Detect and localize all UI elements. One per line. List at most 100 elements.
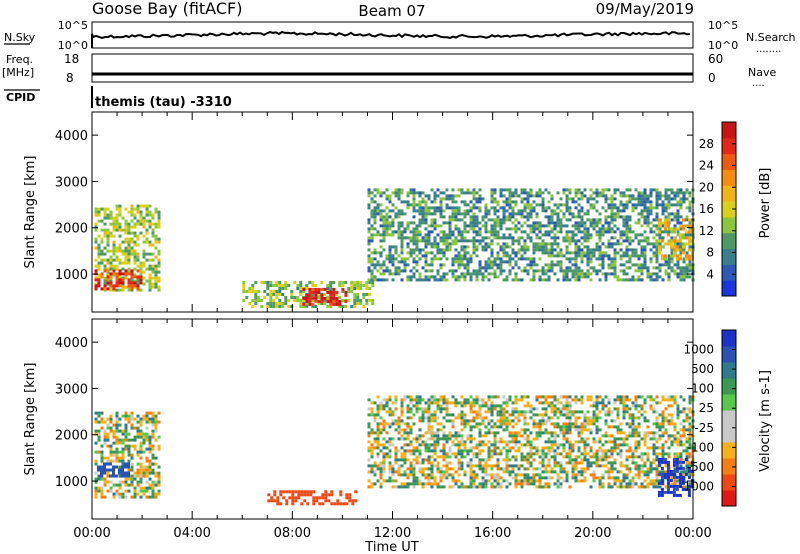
velocity-colorbar-swatch (722, 442, 736, 459)
nave-label: Nave (748, 66, 776, 79)
velocity-echo-region (657, 457, 694, 497)
power-colorbar-swatch (722, 280, 736, 297)
nave-legend-marker: .... (752, 78, 765, 89)
velocity-colorbar-swatch (722, 330, 736, 347)
velocity-echo-region (97, 462, 130, 478)
velocity-colorbar-tick-label: -1000 (679, 479, 714, 493)
noise-legend-marker: ........ (756, 44, 781, 55)
noise-right-label: N.Search (746, 31, 796, 44)
velocity-echo-region (367, 395, 695, 489)
freq-panel: Freq. [MHz] 18 8 60 0 Nave .... (2, 52, 776, 89)
time-tick-label: 12:00 (374, 526, 411, 541)
power-echo-region (94, 269, 143, 291)
power-colorbar-tick-label: 12 (699, 224, 714, 238)
velocity-colorbar-swatch (722, 458, 736, 475)
velocity-colorbar-swatch (722, 394, 736, 411)
power-ytick-label: 4000 (55, 129, 88, 144)
noise-left-label: N.Sky (4, 31, 36, 44)
freq-tick-top-left: 18 (64, 52, 79, 66)
velocity-colorbar-tick-label: 1000 (683, 343, 714, 357)
power-ylabel: Slant Range [km] (23, 156, 38, 269)
power-colorbar-swatch (722, 153, 736, 170)
time-tick-label: 00:00 (73, 526, 110, 541)
freq-panel-frame (91, 53, 694, 83)
power-colorbar: 4 8 12 16 20 24 28 (699, 121, 737, 297)
velocity-colorbar-swatch (722, 474, 736, 491)
velocity-echo-region (267, 490, 358, 506)
cpid-text: themis (tau) -3310 (95, 95, 232, 110)
power-colorbar-tick-label: 24 (699, 159, 714, 173)
noise-panel: N.Sky 10^5 10^0 10^5 10^0 N.Search .....… (4, 19, 796, 55)
velocity-echoes (94, 395, 695, 506)
power-echoes (94, 188, 695, 308)
cpid-label: CPID (6, 91, 35, 104)
power-colorbar-swatch (722, 201, 736, 218)
velocity-colorbar-tick-label: -25 (694, 421, 714, 435)
velocity-colorbar-swatch (722, 410, 736, 427)
power-colorbar-tick-label: 28 (699, 137, 714, 151)
power-axes: 1000 2000 3000 4000 (55, 112, 694, 312)
beam-title: Beam 07 (358, 2, 425, 20)
time-axis: 00:00 04:00 08:00 12:00 16:00 20:00 00:00 (73, 526, 711, 541)
time-tick-label: 00:00 (674, 526, 711, 541)
velocity-colorbar-tick-label: 100 (691, 382, 714, 396)
date-title: 09/May/2019 (596, 0, 694, 18)
time-tick-label: 04:00 (173, 526, 210, 541)
power-colorbar-tick-label: 16 (699, 202, 714, 216)
power-colorbar-swatch (722, 137, 736, 155)
power-colorbar-tick-label: 4 (706, 267, 714, 281)
velocity-colorbar-frame (721, 329, 737, 507)
freq-label-1: Freq. (6, 53, 33, 66)
station-title: Goose Bay (fitACF) (92, 0, 242, 18)
noise-tick-bottom-left: 10^0 (58, 39, 88, 52)
velocity-colorbar-swatch (722, 346, 736, 363)
nave-tick-bottom: 0 (708, 71, 716, 85)
power-colorbar-label: Power [dB] (758, 168, 773, 239)
power-colorbar-swatch (722, 122, 736, 139)
power-colorbar-swatch (722, 185, 736, 202)
velocity-colorbar-tick-label: -500 (687, 460, 714, 474)
power-colorbar-swatch (722, 232, 736, 250)
velocity-ylabel: Slant Range [km] (23, 363, 38, 476)
velocity-ytick-label: 2000 (55, 429, 88, 444)
velocity-colorbar: -1000 -500 -100 -25 25 100 500 1000 (679, 329, 737, 507)
noise-trace (91, 30, 691, 48)
velocity-colorbar-swatch (722, 426, 736, 443)
velocity-colorbar-tick-label: 25 (699, 401, 714, 415)
power-echo-region (94, 204, 161, 292)
velocity-colorbar-tick-label: 500 (691, 362, 714, 376)
power-colorbar-tick-label: 20 (699, 180, 714, 194)
nave-tick-top: 60 (708, 52, 723, 66)
power-echo-region (302, 287, 348, 306)
time-tick-label: 16:00 (474, 526, 511, 541)
time-tick-label: 20:00 (574, 526, 611, 541)
freq-label-2: [MHz] (2, 66, 34, 79)
power-colorbar-swatch (722, 248, 736, 265)
power-ytick-label: 1000 (55, 268, 88, 283)
velocity-colorbar-swatch (722, 378, 736, 395)
power-colorbar-swatch (722, 216, 736, 234)
velocity-axes: 1000 2000 3000 4000 (55, 319, 694, 519)
noise-tick-bottom-right: 10^0 (708, 39, 738, 52)
velocity-colorbar-tick-label: -100 (687, 440, 714, 454)
noise-tick-top-left: 10^5 (58, 19, 88, 32)
velocity-panel-frame (91, 318, 694, 520)
power-colorbar-swatch (722, 264, 736, 281)
velocity-colorbar-swatch (722, 362, 736, 379)
noise-tick-top-right: 10^5 (708, 19, 738, 32)
velocity-colorbar-swatch (722, 490, 736, 507)
power-echo-region (367, 188, 695, 282)
velocity-echo-region (94, 411, 161, 499)
velocity-ytick-label: 1000 (55, 475, 88, 490)
x-axis-label: Time UT (364, 540, 418, 554)
power-echo-region (657, 218, 694, 261)
power-colorbar-tick-label: 8 (706, 246, 714, 260)
velocity-colorbar-label: Velocity [m s-1] (758, 370, 773, 472)
power-ytick-label: 3000 (55, 175, 88, 190)
power-echo-region (242, 281, 375, 308)
velocity-ytick-label: 3000 (55, 382, 88, 397)
velocity-ytick-label: 4000 (55, 336, 88, 351)
power-colorbar-swatch (722, 169, 736, 186)
time-tick-label: 08:00 (274, 526, 311, 541)
